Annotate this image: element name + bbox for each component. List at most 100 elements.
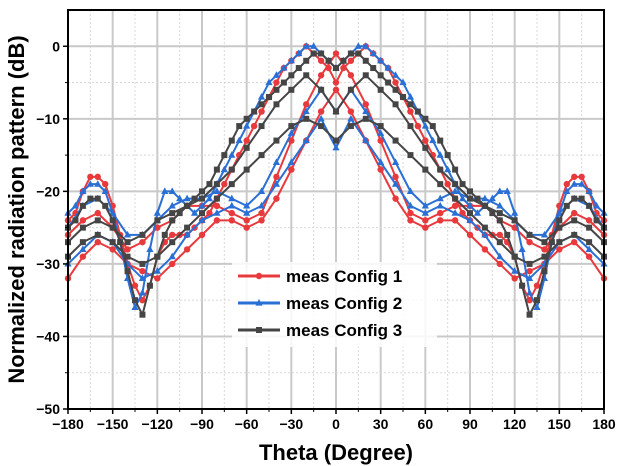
data-point <box>257 93 266 100</box>
data-point <box>436 194 444 202</box>
y-tick-label: −40 <box>36 328 60 344</box>
data-point <box>578 195 585 202</box>
data-point <box>124 268 131 275</box>
data-point <box>272 158 281 165</box>
data-point <box>102 202 109 209</box>
data-point <box>228 201 236 209</box>
legend-label: meas Config 3 <box>286 321 402 340</box>
x-tick-label: 60 <box>418 416 434 432</box>
data-point <box>518 245 526 252</box>
data-point <box>347 50 354 57</box>
data-point <box>392 101 399 108</box>
data-point <box>235 136 243 144</box>
data-point <box>355 50 362 57</box>
data-point <box>407 123 414 130</box>
data-point <box>258 217 265 224</box>
data-point <box>459 209 466 217</box>
data-point <box>295 65 302 72</box>
data-point <box>384 64 392 71</box>
data-point <box>422 224 429 231</box>
data-point <box>503 187 511 194</box>
data-point <box>592 201 601 209</box>
data-point <box>421 201 429 209</box>
data-point <box>94 180 102 187</box>
data-point <box>511 275 518 282</box>
data-point <box>154 224 161 231</box>
data-point <box>79 217 87 224</box>
data-point <box>474 195 481 202</box>
data-point <box>481 202 488 209</box>
data-point <box>585 253 593 260</box>
data-point <box>169 210 176 217</box>
data-point <box>391 71 400 78</box>
data-point <box>206 209 213 217</box>
data-point <box>213 187 221 194</box>
data-point <box>534 297 540 304</box>
data-point <box>481 230 489 238</box>
data-point <box>168 252 176 260</box>
data-point <box>206 181 213 188</box>
data-point <box>526 311 533 318</box>
data-point <box>228 209 235 217</box>
data-point <box>266 94 272 101</box>
data-point <box>407 152 414 159</box>
data-point <box>525 288 534 296</box>
data-point <box>228 181 235 188</box>
data-point <box>585 187 593 194</box>
data-point <box>79 245 87 252</box>
data-point <box>228 166 235 173</box>
data-point <box>251 108 258 115</box>
data-point <box>87 173 94 181</box>
data-point <box>555 209 563 216</box>
data-point <box>72 217 79 224</box>
data-point <box>317 114 325 122</box>
data-point <box>288 72 295 79</box>
data-point <box>391 180 400 187</box>
data-point <box>288 137 295 144</box>
data-point <box>310 50 317 57</box>
data-point <box>161 231 168 238</box>
data-point <box>526 238 533 246</box>
data-point <box>94 173 101 181</box>
data-point <box>109 246 116 253</box>
data-point <box>154 275 161 282</box>
data-point <box>511 224 518 231</box>
data-point <box>318 86 325 93</box>
data-point <box>392 137 399 144</box>
data-point <box>228 194 236 202</box>
data-point <box>213 195 220 202</box>
data-point <box>280 64 288 71</box>
data-point <box>407 209 414 217</box>
data-point <box>86 180 94 187</box>
x-tick-label: 180 <box>592 416 616 432</box>
data-point <box>257 187 266 194</box>
data-point <box>139 238 146 246</box>
data-point <box>496 252 504 260</box>
data-point <box>183 230 191 238</box>
data-point <box>243 115 250 122</box>
data-point <box>563 187 571 194</box>
data-point <box>563 202 570 209</box>
data-point <box>287 56 295 64</box>
y-tick-label: −20 <box>36 183 60 199</box>
data-point <box>473 209 482 216</box>
data-point <box>563 180 570 188</box>
x-tick-label: 0 <box>332 416 340 432</box>
x-axis-title: Theta (Degree) <box>259 440 413 465</box>
data-point <box>467 210 473 217</box>
data-point <box>303 101 310 108</box>
data-point <box>273 137 280 144</box>
data-point <box>138 274 147 282</box>
x-tick-label: −120 <box>142 416 174 432</box>
data-point <box>213 166 220 173</box>
data-point <box>131 303 139 311</box>
data-point <box>310 42 318 49</box>
data-point <box>519 282 526 289</box>
data-point <box>94 238 101 246</box>
data-point <box>250 122 258 130</box>
data-point <box>533 303 541 311</box>
data-point <box>243 209 251 216</box>
data-point <box>422 144 429 151</box>
data-point <box>571 173 578 181</box>
data-point <box>444 180 451 188</box>
